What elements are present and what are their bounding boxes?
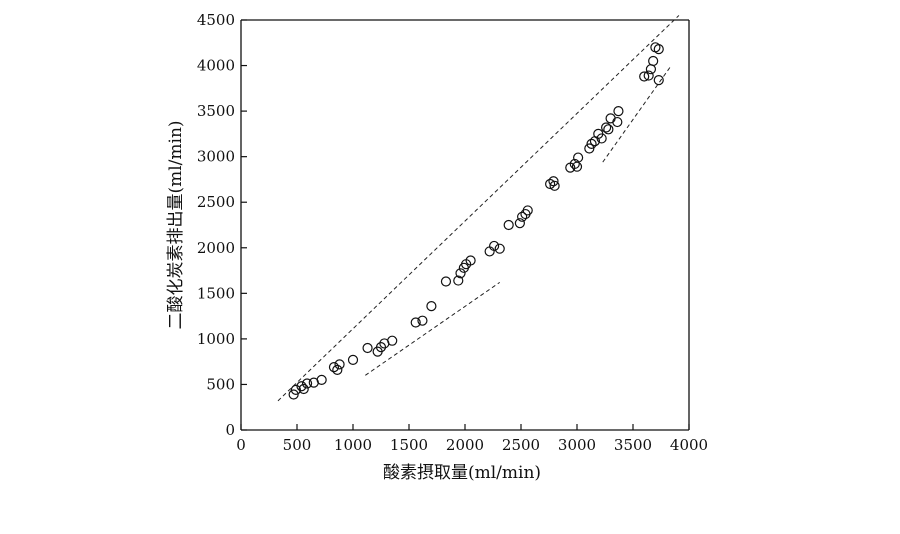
reference-line [277,15,680,402]
data-point [603,124,614,135]
data-point [639,71,650,82]
data-point [489,240,500,252]
data-point [612,116,623,128]
data-point [596,133,607,144]
data-point [643,70,654,81]
data-point [571,161,583,172]
y-ticks: 0 500 1000 1500 2000 2500 3000 3500 4000 4500 [197,11,247,439]
data-point [601,122,612,133]
data-point [503,219,514,231]
data-point [573,152,584,163]
data-points [288,42,664,400]
y-tick-label: 2000 [197,239,235,257]
axes [240,19,690,431]
data-point [522,205,533,216]
data-point [440,276,452,287]
data-point [375,341,387,353]
y-axis-label: 二酸化炭素排出量(ml/min) [166,120,186,329]
y-tick-label: 2500 [197,193,235,211]
x-tick-label: 1000 [334,436,372,454]
data-point [453,275,464,286]
data-point [514,218,525,229]
data-point [648,55,659,67]
y-tick-label: 4500 [197,11,235,29]
data-point [296,381,307,392]
data-point [387,335,398,346]
x-tick-label: 500 [283,436,312,454]
data-point [334,359,345,370]
reference-line [365,281,501,376]
x-tick-label: 3000 [558,436,596,454]
data-point [494,243,505,254]
data-point [586,138,597,150]
data-point [417,315,428,326]
y-tick-label: 4000 [197,57,235,75]
x-tick-label: 0 [236,436,246,454]
data-point [410,317,421,328]
x-tick-label: 1500 [390,436,428,454]
data-point [455,268,466,279]
data-point [332,364,343,375]
reference-lines [277,15,680,402]
y-tick-label: 3500 [197,102,235,120]
data-point [653,75,664,86]
data-point [517,211,528,222]
x-tick-label: 2500 [502,436,540,454]
data-point [328,362,340,373]
y-tick-label: 0 [225,421,235,439]
x-tick-label: 4000 [670,436,708,454]
data-point [290,384,301,396]
x-tick-label: 3500 [614,436,652,454]
data-point [362,342,373,354]
reference-line [602,67,671,163]
data-point [347,354,359,365]
data-point [316,374,327,385]
data-point [545,178,556,190]
y-tick-label: 3000 [197,148,235,166]
data-point [549,180,560,191]
y-tick-label: 1500 [197,284,235,302]
x-tick-label: 2000 [446,436,484,454]
x-ticks: 0 500 1000 1500 2000 2500 3000 3500 4000 [236,424,708,454]
data-point [569,158,580,170]
y-tick-label: 500 [206,375,235,393]
data-point [301,378,313,389]
data-point [605,113,616,124]
data-point [426,300,437,312]
data-point [653,44,664,55]
data-point [465,255,476,266]
y-tick-label: 1000 [197,330,235,348]
data-point [548,176,559,187]
data-point [613,106,624,117]
data-point [298,383,309,395]
x-axis-label: 酸素摂取量(ml/min) [383,463,541,483]
